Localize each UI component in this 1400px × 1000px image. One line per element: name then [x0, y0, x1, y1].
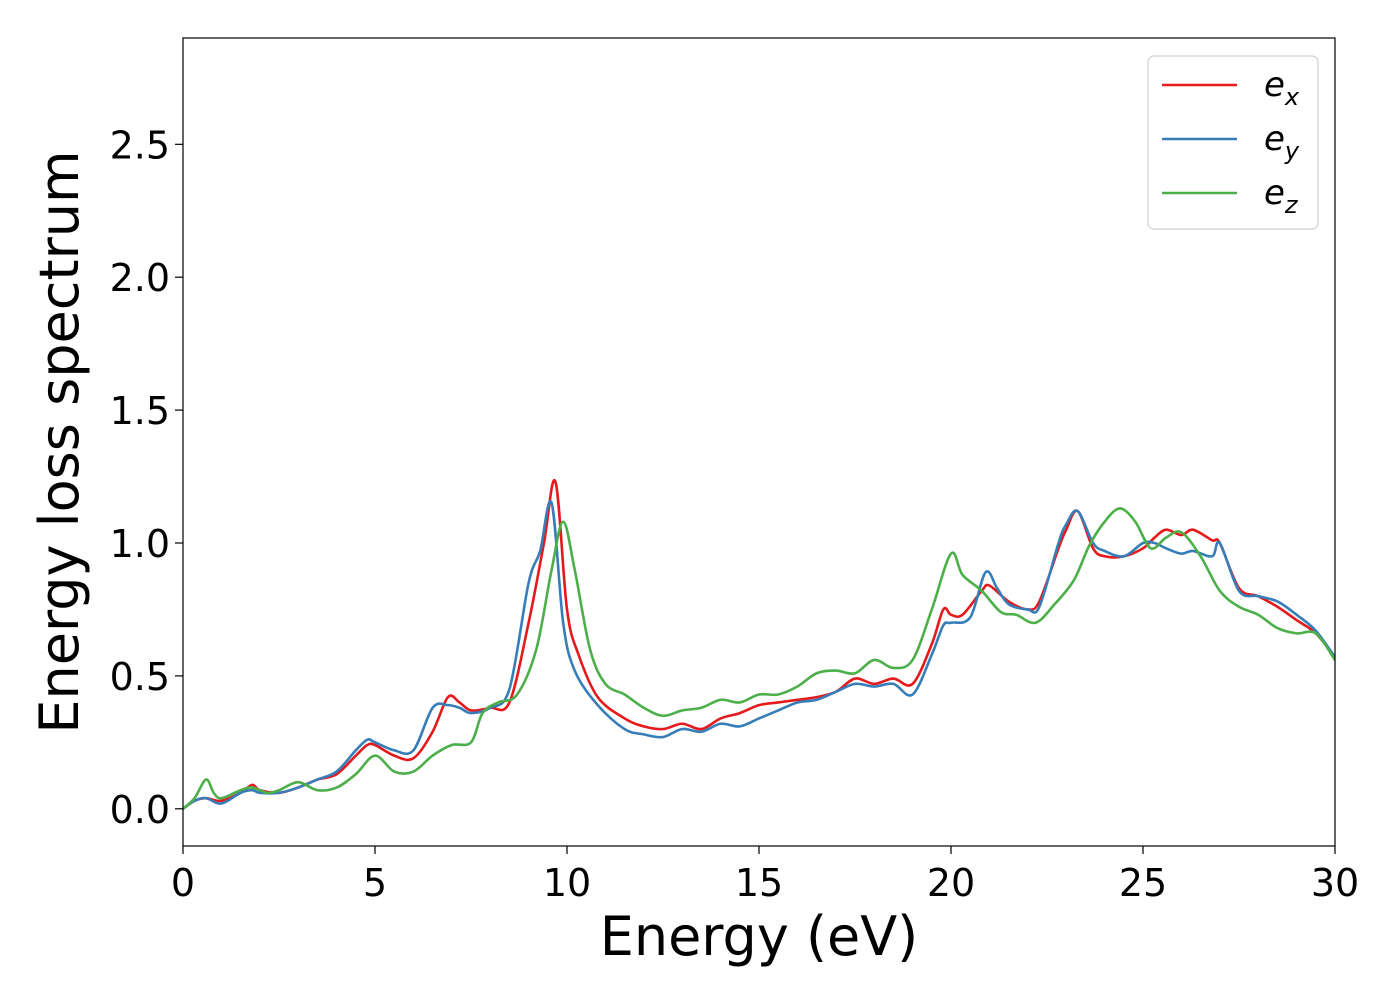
y-tick-label: 2.5 — [110, 123, 170, 167]
legend-label-subscript: y — [1284, 137, 1300, 165]
y-axis-label: Energy loss spectrum — [28, 150, 91, 733]
x-tick-label: 0 — [171, 861, 195, 905]
x-tick-label: 20 — [927, 861, 975, 905]
x-tick-label: 15 — [735, 861, 783, 905]
x-tick-label: 25 — [1119, 861, 1167, 905]
x-axis-label: Energy (eV) — [600, 905, 919, 968]
x-tick-label: 5 — [363, 861, 387, 905]
y-tick-label: 1.0 — [110, 522, 170, 566]
legend-label-base: e — [1264, 65, 1285, 105]
legend-label-y: ey — [1264, 119, 1300, 165]
y-tick-label: 0.0 — [110, 788, 170, 832]
legend-label-base: e — [1264, 119, 1285, 159]
x-tick-label: 30 — [1311, 861, 1359, 905]
y-tick-label: 1.5 — [110, 389, 170, 433]
series-line-e-y — [183, 499, 1335, 811]
legend-label-x: ex — [1264, 65, 1300, 111]
legend-label-base: e — [1264, 173, 1285, 213]
y-tick-label: 2.0 — [110, 256, 170, 300]
series-line-e-z — [183, 507, 1335, 811]
series-layer — [183, 478, 1335, 811]
x-tick-label: 10 — [543, 861, 591, 905]
legend-label-subscript: z — [1284, 191, 1299, 219]
y-axis: 0.0 0.5 1.0 1.5 2.0 2.5 — [110, 123, 183, 832]
legend-box — [1147, 55, 1319, 230]
legend-label-subscript: x — [1284, 83, 1300, 111]
x-axis: 0 5 10 15 20 25 30 — [171, 846, 1359, 905]
series-line-e-x — [183, 478, 1335, 811]
legend-label-z: ez — [1264, 173, 1299, 219]
y-tick-label: 0.5 — [110, 655, 170, 699]
